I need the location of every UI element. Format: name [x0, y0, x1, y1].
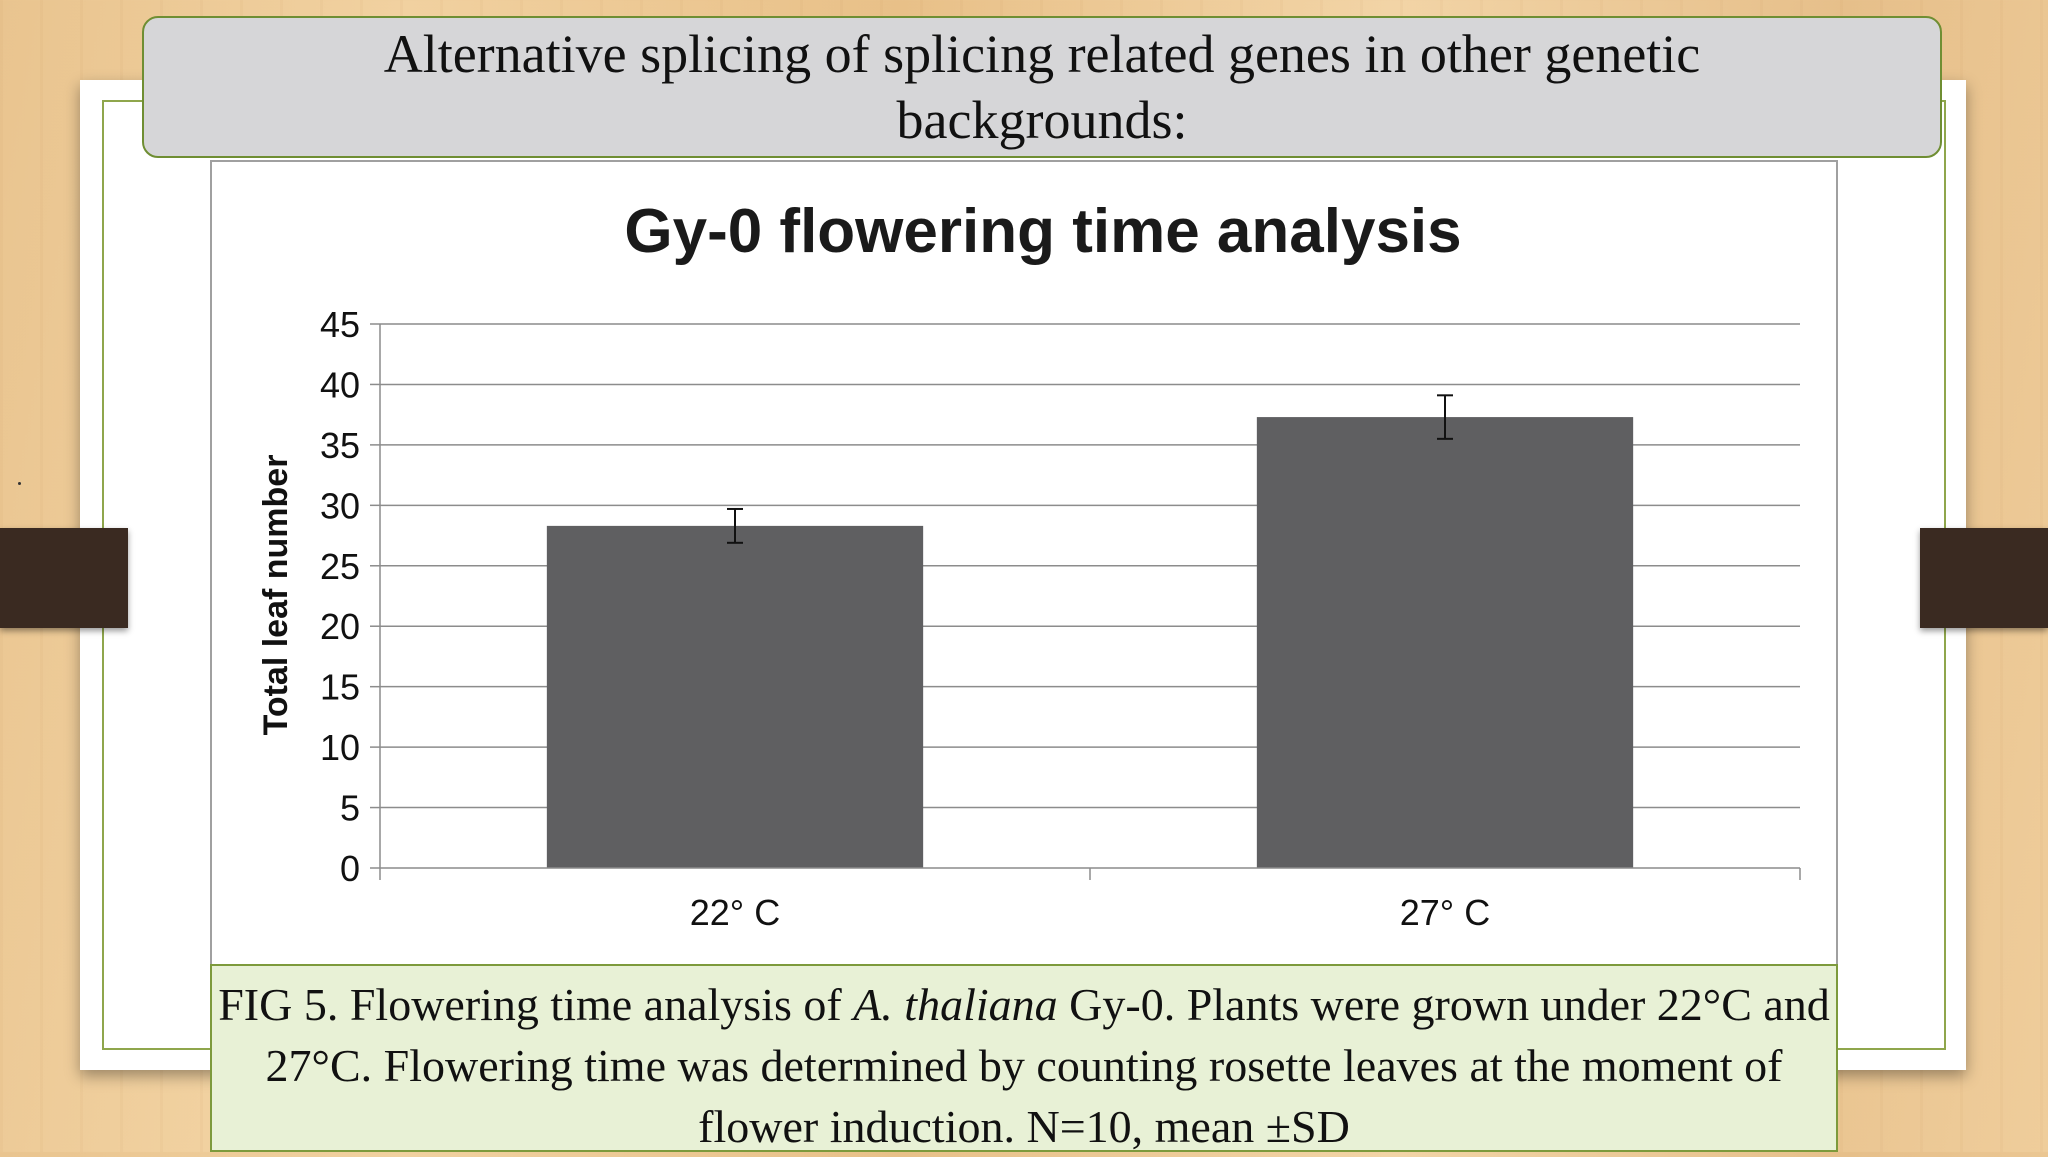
stray-dot — [18, 482, 21, 485]
y-tick-label: 30 — [320, 485, 360, 526]
figure-caption: FIG 5. Flowering time analysis of A. tha… — [212, 974, 1836, 1157]
axes — [379, 324, 1801, 880]
slide-title: Alternative splicing of splicing related… — [383, 24, 1701, 150]
y-tick-labels: 0 5 10 15 20 25 30 35 40 45 — [320, 304, 360, 889]
caption-species: A. thaliana — [853, 979, 1058, 1030]
chart-container: Gy-0 flowering time analysis Total leaf … — [210, 160, 1838, 966]
caption-prefix: FIG 5. Flowering time analysis of — [218, 979, 854, 1030]
bar-chart: Gy-0 flowering time analysis Total leaf … — [257, 197, 1801, 933]
slide-title-box: Alternative splicing of splicing related… — [142, 16, 1942, 158]
y-tick-label: 5 — [340, 788, 360, 829]
bar — [546, 525, 924, 868]
y-tick-label: 0 — [340, 848, 360, 889]
y-tick-label: 35 — [320, 425, 360, 466]
chart-title: Gy-0 flowering time analysis — [624, 197, 1461, 266]
x-tick-label: 27° C — [1400, 892, 1490, 933]
right-binder-tab — [1920, 528, 2048, 628]
left-binder-tab — [0, 528, 128, 628]
caption-suffix: Gy-0. Plants were grown under 22°C and 2… — [265, 979, 1830, 1152]
y-tick-label: 45 — [320, 304, 360, 345]
error-bars — [727, 394, 1453, 544]
bars — [546, 417, 1634, 868]
y-tick-label: 10 — [320, 727, 360, 768]
y-tick-label: 25 — [320, 546, 360, 587]
bar — [1256, 417, 1634, 868]
y-axis-label: Total leaf number — [257, 455, 295, 736]
x-tick-label: 22° C — [690, 892, 780, 933]
x-tick-labels: 22° C 27° C — [690, 892, 1490, 933]
y-tick-label: 40 — [320, 364, 360, 405]
y-tick-label: 15 — [320, 667, 360, 708]
y-tick-label: 20 — [320, 606, 360, 647]
figure-caption-box: FIG 5. Flowering time analysis of A. tha… — [210, 964, 1838, 1152]
